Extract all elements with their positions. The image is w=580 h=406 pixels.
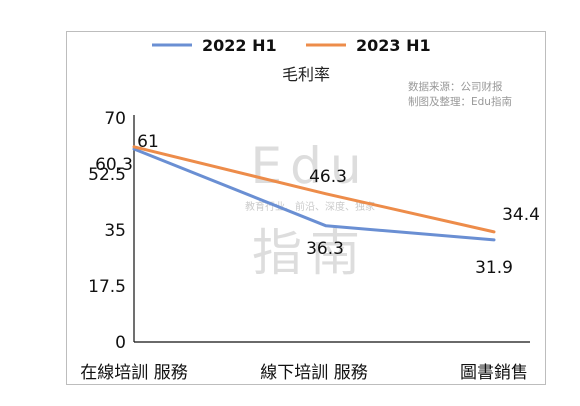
watermark-edu: Edu: [250, 137, 369, 195]
watermark-tagline: 教育行业、前沿、深度、独家: [245, 200, 375, 213]
series-lines: [132, 145, 496, 242]
legend-label-2023: 2023 H1: [356, 36, 431, 55]
legend: 2022 H1 2023 H1: [152, 36, 431, 55]
y-tick-label: 0: [115, 333, 126, 353]
watermark: Edu 教育行业、前沿、深度、独家 指南: [245, 137, 375, 282]
y-tick-label: 17.5: [88, 277, 126, 297]
x-axis-categories: 在線培訓 服務 線下培訓 服務 圖書銷售: [80, 363, 528, 383]
series-line-2022: [132, 147, 496, 242]
x-category-label: 線下培訓 服務: [260, 363, 367, 383]
watermark-zhinan: 指南: [252, 224, 368, 282]
y-tick-label: 35: [104, 221, 126, 241]
data-labels: 60.3 36.3 31.9 61 46.3 34.4: [95, 132, 540, 278]
data-label: 36.3: [306, 239, 344, 259]
source-note-1: 数据来源：公司财报: [408, 80, 503, 93]
x-category-label: 圖書銷售: [460, 363, 528, 383]
chart-title: 毛利率: [282, 65, 330, 84]
series-line-2023: [132, 145, 496, 234]
data-label: 46.3: [309, 167, 347, 187]
data-label: 61: [137, 132, 159, 152]
data-label: 34.4: [502, 205, 540, 225]
legend-label-2022: 2022 H1: [202, 36, 277, 55]
y-tick-label: 52.5: [88, 165, 126, 185]
y-axis-ticks: 0 17.5 35 52.5 70: [88, 109, 126, 353]
source-note-2: 制图及整理：Edu指南: [408, 95, 512, 108]
chart-frame: [66, 31, 546, 385]
data-label: 31.9: [475, 258, 513, 278]
x-category-label: 在線培訓 服務: [80, 363, 187, 383]
y-tick-label: 70: [104, 109, 126, 129]
data-label: 60.3: [95, 155, 133, 175]
